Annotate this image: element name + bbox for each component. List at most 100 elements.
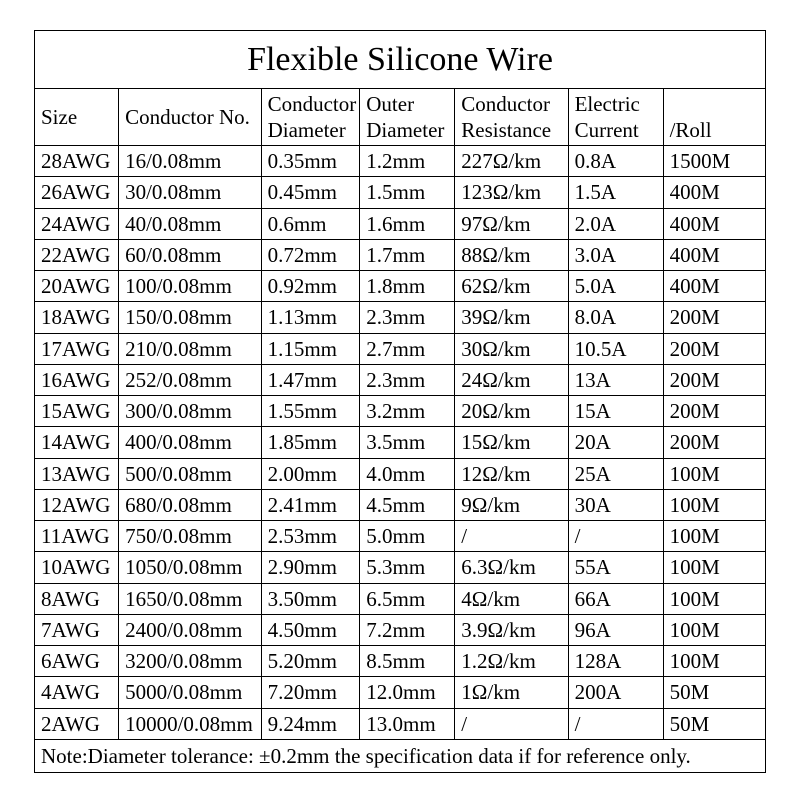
table-row: 28AWG16/0.08mm0.35mm1.2mm227Ω/km0.8A1500… [35,146,766,177]
header-text: /Roll [670,118,712,142]
cell-cno: 30/0.08mm [119,177,262,208]
cell-size: 12AWG [35,489,119,520]
cell-cur: 3.0A [568,239,663,270]
table-row: 15AWG300/0.08mm1.55mm3.2mm20Ω/km15A200M [35,396,766,427]
cell-cno: 500/0.08mm [119,458,262,489]
cell-roll: 100M [663,646,765,677]
cell-roll: 1500M [663,146,765,177]
cell-cur: 0.8A [568,146,663,177]
cell-cdia: 0.35mm [261,146,360,177]
table-row: 24AWG40/0.08mm0.6mm1.6mm97Ω/km2.0A400M [35,208,766,239]
header-text: Conductor No. [125,105,250,129]
cell-cur: 30A [568,489,663,520]
cell-size: 14AWG [35,427,119,458]
cell-res: 30Ω/km [455,333,568,364]
cell-cno: 16/0.08mm [119,146,262,177]
cell-cno: 210/0.08mm [119,333,262,364]
note-text: Note:Diameter tolerance: ±0.2mm the spec… [35,739,766,772]
cell-odia: 1.8mm [360,271,455,302]
cell-size: 10AWG [35,552,119,583]
cell-size: 2AWG [35,708,119,739]
spec-table: Flexible Silicone Wire Size Conductor No… [34,30,766,773]
table-row: 16AWG252/0.08mm1.47mm2.3mm24Ω/km13A200M [35,364,766,395]
cell-odia: 2.7mm [360,333,455,364]
cell-odia: 4.5mm [360,489,455,520]
cell-cdia: 3.50mm [261,583,360,614]
cell-res: 3.9Ω/km [455,614,568,645]
cell-size: 24AWG [35,208,119,239]
cell-odia: 5.3mm [360,552,455,583]
cell-cur: 20A [568,427,663,458]
cell-size: 18AWG [35,302,119,333]
cell-cdia: 0.45mm [261,177,360,208]
cell-roll: 100M [663,583,765,614]
cell-cdia: 2.53mm [261,521,360,552]
cell-res: 9Ω/km [455,489,568,520]
cell-roll: 400M [663,208,765,239]
cell-size: 28AWG [35,146,119,177]
cell-cdia: 1.15mm [261,333,360,364]
cell-cur: 13A [568,364,663,395]
cell-size: 20AWG [35,271,119,302]
cell-odia: 3.2mm [360,396,455,427]
cell-cno: 1050/0.08mm [119,552,262,583]
cell-roll: 200M [663,302,765,333]
cell-roll: 400M [663,239,765,270]
cell-cur: 128A [568,646,663,677]
table-row: 6AWG3200/0.08mm5.20mm8.5mm1.2Ω/km128A100… [35,646,766,677]
cell-odia: 2.3mm [360,302,455,333]
header-text: Outer [366,92,414,116]
cell-cno: 300/0.08mm [119,396,262,427]
cell-res: 62Ω/km [455,271,568,302]
cell-cur: 2.0A [568,208,663,239]
cell-roll: 100M [663,552,765,583]
cell-roll: 50M [663,677,765,708]
cell-cdia: 0.72mm [261,239,360,270]
table-row: 18AWG150/0.08mm1.13mm2.3mm39Ω/km8.0A200M [35,302,766,333]
cell-roll: 100M [663,614,765,645]
table-body: 28AWG16/0.08mm0.35mm1.2mm227Ω/km0.8A1500… [35,146,766,740]
cell-roll: 100M [663,458,765,489]
cell-odia: 4.0mm [360,458,455,489]
col-header-size: Size [35,88,119,146]
cell-cdia: 1.85mm [261,427,360,458]
cell-odia: 8.5mm [360,646,455,677]
cell-cur: 10.5A [568,333,663,364]
cell-cur: 25A [568,458,663,489]
table-row: 12AWG680/0.08mm2.41mm4.5mm9Ω/km30A100M [35,489,766,520]
cell-cdia: 2.00mm [261,458,360,489]
cell-cur: / [568,708,663,739]
col-header-electric-current: Electric Current [568,88,663,146]
table-row: 7AWG2400/0.08mm4.50mm7.2mm3.9Ω/km96A100M [35,614,766,645]
table-row: 26AWG30/0.08mm0.45mm1.5mm123Ω/km1.5A400M [35,177,766,208]
cell-cur: 200A [568,677,663,708]
cell-cno: 1650/0.08mm [119,583,262,614]
col-header-conductor-diameter: Conductor Diameter [261,88,360,146]
table-row: 20AWG100/0.08mm0.92mm1.8mm62Ω/km5.0A400M [35,271,766,302]
cell-odia: 7.2mm [360,614,455,645]
cell-cno: 2400/0.08mm [119,614,262,645]
cell-cdia: 4.50mm [261,614,360,645]
cell-cdia: 9.24mm [261,708,360,739]
cell-roll: 400M [663,271,765,302]
header-row: Size Conductor No. Conductor Diameter Ou… [35,88,766,146]
cell-res: 4Ω/km [455,583,568,614]
header-text: Size [41,105,77,129]
title-row: Flexible Silicone Wire [35,31,766,89]
cell-cur: 55A [568,552,663,583]
cell-cno: 5000/0.08mm [119,677,262,708]
table-row: 4AWG5000/0.08mm7.20mm12.0mm1Ω/km200A50M [35,677,766,708]
cell-size: 6AWG [35,646,119,677]
cell-cdia: 1.55mm [261,396,360,427]
cell-size: 8AWG [35,583,119,614]
cell-res: / [455,708,568,739]
cell-cdia: 0.6mm [261,208,360,239]
cell-cdia: 0.92mm [261,271,360,302]
header-text: Resistance [461,118,551,142]
cell-res: 1.2Ω/km [455,646,568,677]
cell-odia: 5.0mm [360,521,455,552]
note-row: Note:Diameter tolerance: ±0.2mm the spec… [35,739,766,772]
cell-cdia: 5.20mm [261,646,360,677]
cell-cur: 66A [568,583,663,614]
cell-odia: 1.2mm [360,146,455,177]
